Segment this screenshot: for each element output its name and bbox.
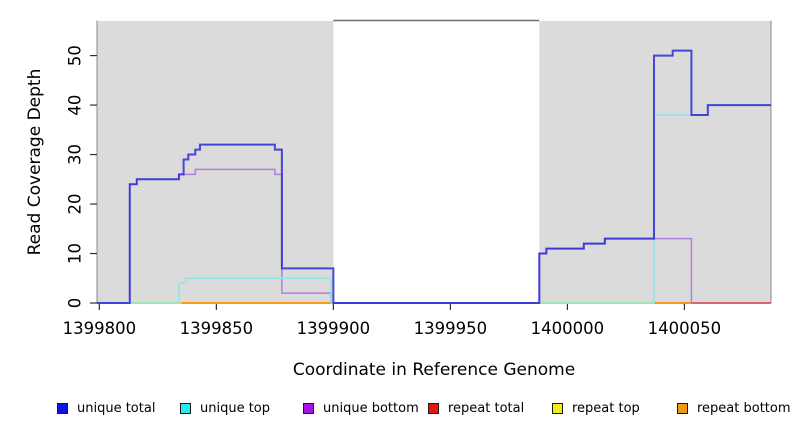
repeat-top-swatch-icon: [552, 402, 563, 414]
legend-item-unique-total: unique total: [57, 399, 155, 417]
y-tick-label: 0: [66, 298, 85, 309]
x-tick-label: 1400050: [648, 319, 722, 338]
shaded-region-1: [539, 21, 771, 303]
y-tick-label: 20: [66, 194, 85, 215]
legend-label: unique total: [77, 400, 156, 416]
repeat-bottom-swatch-icon: [677, 402, 688, 414]
legend-item-unique-top: unique top: [180, 399, 270, 417]
legend-label: repeat bottom: [697, 400, 791, 416]
legend-label: repeat total: [448, 400, 525, 416]
y-tick-label: 50: [66, 45, 85, 66]
shaded-region-0: [97, 21, 334, 303]
repeat-total-swatch-icon: [428, 402, 439, 414]
legend-item-repeat-top: repeat top: [552, 399, 640, 417]
legend-label: unique bottom: [323, 400, 419, 416]
unique-top-swatch-icon: [180, 402, 191, 414]
x-tick-label: 1399850: [180, 319, 254, 338]
series-line-unique-top-seg0: [97, 277, 334, 304]
y-tick-label: 10: [66, 243, 85, 264]
legend-item-unique-bottom: unique bottom: [303, 399, 419, 417]
legend-item-repeat-bottom: repeat bottom: [677, 399, 791, 417]
series-line-unique-total: [97, 49, 771, 304]
x-tick-label: 1399950: [414, 319, 488, 338]
legend: unique total unique top unique bottom re…: [0, 399, 792, 419]
y-axis-label: Read Coverage Depth: [25, 68, 45, 256]
x-tick-label: 1399900: [297, 319, 371, 338]
unique-bottom-swatch-icon: [303, 402, 314, 414]
legend-label: unique top: [200, 400, 271, 416]
x-tick-label: 1400000: [531, 319, 605, 338]
y-tick-label: 40: [66, 95, 85, 116]
unique-total-swatch-icon: [57, 402, 68, 414]
y-tick-label: 30: [66, 144, 85, 165]
x-axis-label: Coordinate in Reference Genome: [292, 360, 576, 380]
legend-label: repeat top: [572, 400, 640, 416]
x-tick-label: 1399800: [63, 319, 137, 338]
legend-item-repeat-total: repeat total: [428, 399, 524, 417]
